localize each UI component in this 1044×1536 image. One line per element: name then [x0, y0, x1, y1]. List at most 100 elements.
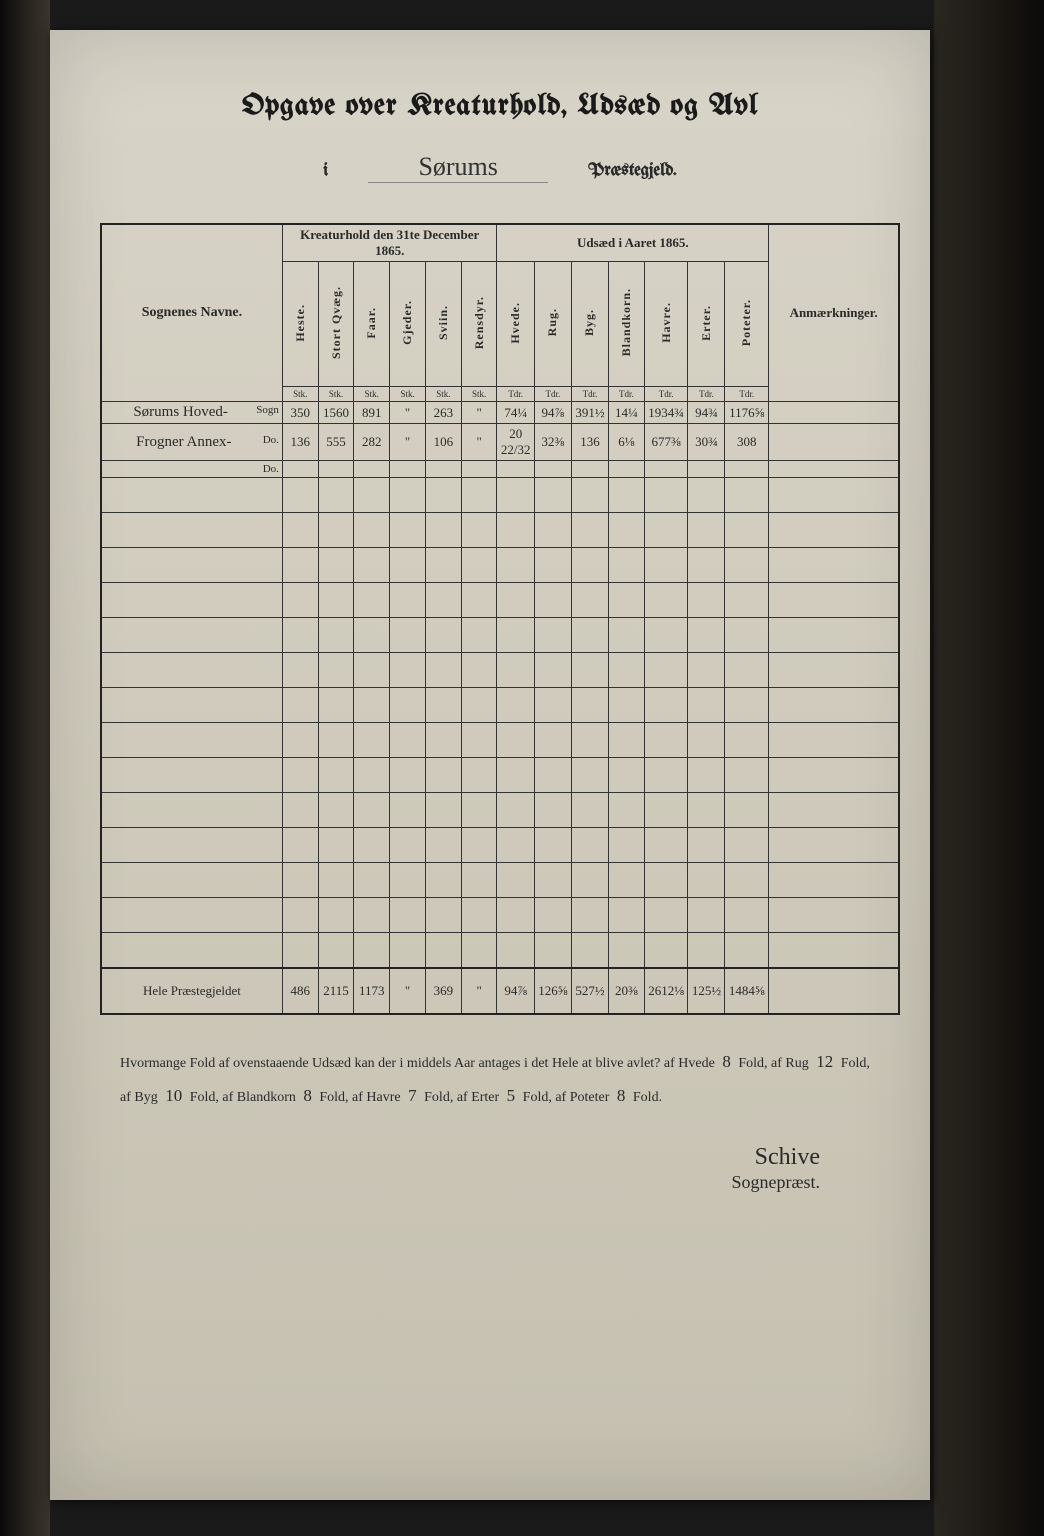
remarks-cell [769, 424, 899, 461]
data-cell: 527½ [571, 968, 608, 1014]
remarks-cell [769, 461, 899, 478]
footer-paragraph: Hvormange Fold af ovenstaaende Udsæd kan… [100, 1045, 900, 1113]
empty-cell [318, 583, 354, 618]
binding-left [0, 0, 50, 1536]
signature-title: Sognepræst. [100, 1172, 820, 1194]
empty-cell [571, 618, 608, 653]
empty-cell [769, 933, 899, 969]
empty-cell [425, 583, 461, 618]
empty-cell [497, 828, 534, 863]
empty-cell [688, 863, 725, 898]
col-havre: Havre. [644, 262, 688, 387]
empty-row [101, 758, 899, 793]
empty-cell [769, 863, 899, 898]
empty-cell [101, 618, 282, 653]
empty-cell [497, 653, 534, 688]
empty-cell [571, 723, 608, 758]
unit: Stk. [354, 387, 390, 402]
subtitle-i: i [323, 161, 328, 180]
data-cell [425, 461, 461, 478]
empty-row [101, 513, 899, 548]
empty-cell [282, 653, 318, 688]
empty-cell [425, 478, 461, 513]
empty-cell [425, 933, 461, 969]
empty-cell [688, 583, 725, 618]
empty-cell [354, 513, 390, 548]
empty-cell [282, 863, 318, 898]
data-cell [688, 461, 725, 478]
empty-cell [101, 898, 282, 933]
unit: Stk. [425, 387, 461, 402]
empty-cell [101, 758, 282, 793]
data-cell: " [390, 968, 426, 1014]
table-row: Do. [101, 461, 899, 478]
data-cell: 14¼ [608, 402, 644, 424]
data-cell: 1173 [354, 968, 390, 1014]
page-title: Opgave over Kreaturhold, Udsæd og Avl [100, 90, 900, 122]
empty-cell [425, 688, 461, 723]
data-cell: " [461, 968, 497, 1014]
empty-cell [318, 863, 354, 898]
col-gjeder: Gjeder. [390, 262, 426, 387]
empty-cell [571, 863, 608, 898]
empty-cell [608, 548, 644, 583]
empty-cell [425, 548, 461, 583]
empty-row [101, 688, 899, 723]
empty-row [101, 548, 899, 583]
empty-cell [318, 793, 354, 828]
empty-cell [769, 758, 899, 793]
empty-cell [497, 478, 534, 513]
empty-cell [608, 478, 644, 513]
empty-cell [534, 688, 571, 723]
unit: Tdr. [497, 387, 534, 402]
fold-erter: 5 [503, 1086, 520, 1105]
empty-cell [725, 758, 769, 793]
empty-row [101, 933, 899, 969]
empty-cell [354, 688, 390, 723]
data-cell: 1934¾ [644, 402, 688, 424]
empty-cell [390, 793, 426, 828]
footer-intro: Hvormange Fold af ovenstaaende Udsæd kan… [120, 1056, 715, 1071]
empty-cell [101, 583, 282, 618]
data-cell: 1176⅝ [725, 402, 769, 424]
data-cell: " [461, 424, 497, 461]
empty-cell [282, 933, 318, 969]
empty-cell [461, 548, 497, 583]
unit: Tdr. [688, 387, 725, 402]
empty-cell [688, 898, 725, 933]
empty-cell [644, 898, 688, 933]
row-name: Hele Præstegjeldet [101, 968, 282, 1014]
empty-cell [769, 478, 899, 513]
empty-cell [688, 618, 725, 653]
col-byg: Byg. [571, 262, 608, 387]
data-cell: 391½ [571, 402, 608, 424]
empty-cell [101, 688, 282, 723]
remarks-cell [769, 968, 899, 1014]
empty-cell [101, 863, 282, 898]
empty-cell [390, 828, 426, 863]
empty-cell [688, 478, 725, 513]
empty-cell [354, 828, 390, 863]
empty-cell [461, 898, 497, 933]
fold-byg: 10 [161, 1086, 186, 1105]
data-cell: 555 [318, 424, 354, 461]
data-cell: 74¼ [497, 402, 534, 424]
empty-cell [101, 653, 282, 688]
empty-cell [390, 688, 426, 723]
col-erter: Erter. [688, 262, 725, 387]
empty-cell [769, 723, 899, 758]
label-erter: Fold, af Erter [424, 1090, 499, 1105]
empty-cell [534, 793, 571, 828]
empty-cell [497, 793, 534, 828]
empty-cell [644, 583, 688, 618]
empty-cell [497, 723, 534, 758]
empty-cell [725, 688, 769, 723]
empty-cell [425, 653, 461, 688]
data-cell: 6⅛ [608, 424, 644, 461]
empty-cell [425, 793, 461, 828]
unit: Stk. [461, 387, 497, 402]
empty-cell [644, 723, 688, 758]
empty-cell [425, 723, 461, 758]
col-faar: Faar. [354, 262, 390, 387]
empty-cell [461, 933, 497, 969]
